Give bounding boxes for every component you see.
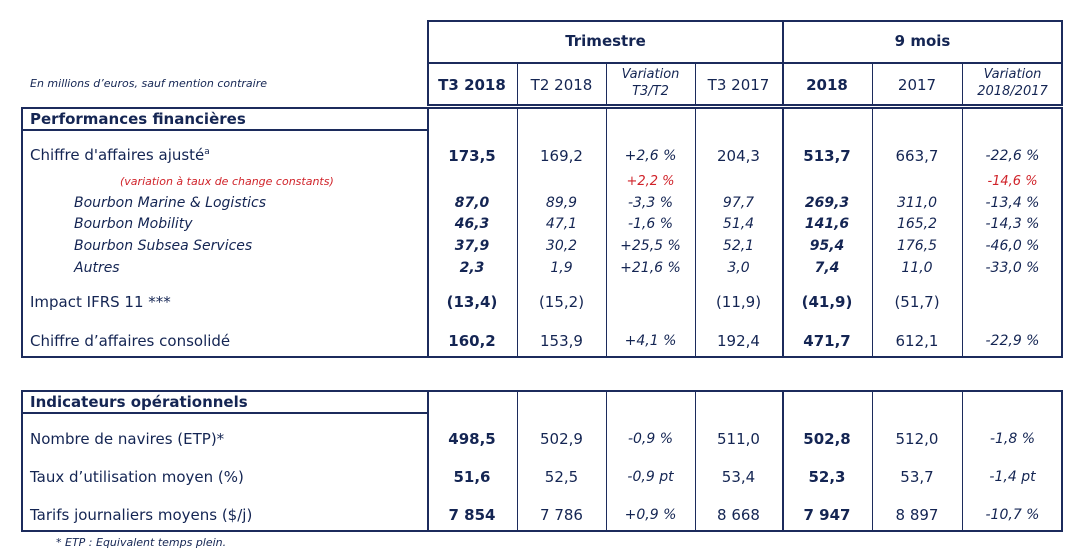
operational-section	[21, 390, 1063, 532]
cell: (11,9)	[715, 293, 762, 311]
cell: +4,1 %	[624, 333, 677, 349]
cell: +25,5 %	[620, 238, 681, 254]
cell: -1,4 pt	[989, 469, 1036, 485]
cell: 204,3	[717, 147, 760, 165]
cell: 498,5	[448, 430, 496, 448]
cell: 502,9	[540, 430, 583, 448]
cell: 160,2	[448, 332, 496, 350]
cell: -0,9 pt	[627, 469, 674, 485]
cell: 2,3	[459, 260, 485, 276]
cell: 87,0	[454, 195, 490, 211]
row-tarifs-label: Tarifs journaliers moyens ($/j)	[30, 506, 253, 524]
cell: 269,3	[804, 195, 850, 211]
cell: 192,4	[717, 332, 760, 350]
operational-section-title: Indicateurs opérationnels	[30, 393, 248, 411]
cell: -22,6 %	[985, 148, 1040, 164]
cell: 471,7	[803, 332, 851, 350]
row-autres-label: Autres	[74, 260, 120, 276]
row-ca-consolide-label: Chiffre d’affaires consolidé	[30, 332, 231, 350]
cell: (41,9)	[801, 293, 853, 311]
cell: 7 786	[540, 506, 583, 524]
cell: 3,0	[727, 260, 750, 276]
cell: 511,0	[717, 430, 760, 448]
row-mobility-label: Bourbon Mobility	[74, 216, 193, 232]
cell: 37,9	[454, 238, 490, 254]
row-ifrs11-label: Impact IFRS 11 ***	[30, 293, 171, 311]
cell: -1,8 %	[989, 431, 1036, 447]
cell: 46,3	[454, 216, 490, 232]
cell: 513,7	[803, 147, 851, 165]
col-2018: 2018	[806, 76, 848, 94]
col-var-2018-2017-l2: 2018/2017	[977, 84, 1048, 99]
financial-section	[21, 107, 1063, 358]
cell: 11,0	[901, 260, 933, 276]
cell: 52,3	[808, 468, 846, 486]
cell: -33,0 %	[985, 260, 1040, 276]
header-9mois: 9 mois	[894, 32, 951, 50]
col-var-2018-2017-l1: Variation	[983, 67, 1042, 82]
cell: 30,2	[545, 238, 578, 254]
cell: 612,1	[895, 332, 939, 350]
col-t3-2018: T3 2018	[438, 76, 506, 94]
cell: +2,6 %	[624, 148, 677, 164]
units-note: En millions d’euros, sauf mention contra…	[30, 77, 267, 90]
cell: (15,2)	[538, 293, 585, 311]
cell: 53,7	[900, 468, 934, 486]
cell: -14,3 %	[985, 216, 1040, 232]
cell: 8 897	[895, 506, 939, 524]
cell: 51,6	[453, 468, 491, 486]
column-header-box	[427, 62, 1063, 106]
cell: 95,4	[809, 238, 845, 254]
cell: 173,5	[448, 147, 496, 165]
col-2017: 2017	[897, 76, 937, 94]
footnote: * ETP : Equivalent temps plein.	[56, 536, 227, 549]
cell: 169,2	[540, 147, 583, 165]
col-t2-2018: T2 2018	[530, 76, 593, 94]
cell: 7 947	[803, 506, 851, 524]
cell: -14,6 %	[987, 174, 1038, 189]
cell: 165,2	[896, 216, 938, 232]
cell: -22,9 %	[985, 333, 1040, 349]
cell: -3,3 %	[627, 195, 674, 211]
cell: -13,4 %	[985, 195, 1040, 211]
row-ca-ajuste-label: Chiffre d'affaires ajustéa	[30, 146, 210, 164]
financial-section-title: Performances financières	[30, 110, 246, 128]
cell: 47,1	[545, 216, 578, 232]
cell: 663,7	[895, 147, 939, 165]
cell: -46,0 %	[985, 238, 1040, 254]
col-t3-2017: T3 2017	[707, 76, 770, 94]
cell: (13,4)	[446, 293, 498, 311]
cell: 97,7	[722, 195, 755, 211]
cell: 502,8	[803, 430, 851, 448]
cell: 153,9	[540, 332, 583, 350]
cell: 512,0	[895, 430, 939, 448]
cell: -0,9 %	[627, 431, 674, 447]
cell: 176,5	[896, 238, 938, 254]
col-var-t3-t2-l2: T3/T2	[632, 84, 669, 99]
cell: -1,6 %	[627, 216, 674, 232]
cell: 89,9	[545, 195, 578, 211]
header-trimestre: Trimestre	[565, 32, 646, 50]
cell: -10,7 %	[985, 507, 1040, 523]
cell: 7 854	[448, 506, 496, 524]
cell: (51,7)	[894, 293, 940, 311]
cell: +0,9 %	[624, 507, 677, 523]
cell: 1,9	[550, 260, 573, 276]
cell: 52,5	[544, 468, 579, 486]
cell: 311,0	[896, 195, 938, 211]
row-navires-label: Nombre de navires (ETP)*	[30, 430, 225, 448]
cell: +2,2 %	[626, 174, 675, 189]
cell: 51,4	[722, 216, 755, 232]
row-taux-label: Taux d’utilisation moyen (%)	[30, 468, 244, 486]
cell: +21,6 %	[620, 260, 681, 276]
cell: 8 668	[717, 506, 760, 524]
cell: 52,1	[722, 238, 755, 254]
col-var-t3-t2-l1: Variation	[621, 67, 680, 82]
cell: 7,4	[814, 260, 840, 276]
cell: 53,4	[721, 468, 756, 486]
row-variation-tcc-label: (variation à taux de change constants)	[120, 175, 334, 188]
row-subsea-label: Bourbon Subsea Services	[74, 238, 253, 254]
cell: 141,6	[804, 216, 850, 232]
row-bml-label: Bourbon Marine & Logistics	[74, 195, 266, 211]
